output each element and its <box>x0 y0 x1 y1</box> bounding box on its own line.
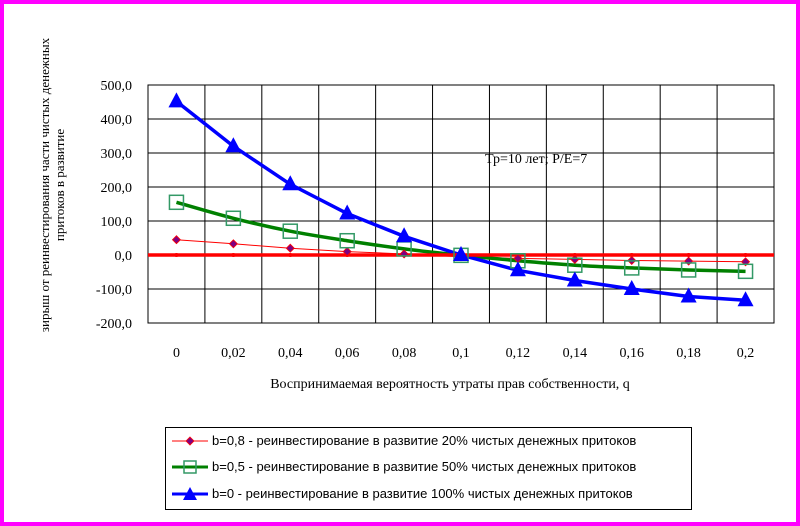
series-2-point <box>168 194 185 211</box>
legend-item-series-1: b=0,8 - реинвестирование в развитие 20% … <box>166 431 691 451</box>
series-3-point <box>225 137 242 153</box>
series-3-point <box>737 291 754 307</box>
legend-item-series-2: b=0,5 - реинвестирование в развитие 50% … <box>166 457 691 477</box>
legend-marker-series-1 <box>172 436 208 446</box>
x-tick-label: 0,18 <box>676 346 701 361</box>
legend-label-series-1: b=0,8 - реинвестирование в развитие 20% … <box>212 433 637 448</box>
x-tick-label: 0 <box>173 346 180 361</box>
legend: b=0,8 - реинвестирование в развитие 20% … <box>165 427 692 510</box>
series-1-point <box>342 247 352 257</box>
x-tick-label: 0,08 <box>392 346 417 361</box>
series-2-point <box>339 232 355 249</box>
series-3-point <box>509 261 526 277</box>
series-2-point <box>282 223 299 239</box>
series-2-point <box>225 210 242 227</box>
series-3-point <box>623 280 640 295</box>
y-tick-label: -100,0 <box>96 283 132 298</box>
y-tick-label: 500,0 <box>101 79 133 94</box>
x-axis-label: Воспринимаемая вероятность утраты прав с… <box>270 377 630 392</box>
x-tick-label: 0,2 <box>737 346 755 361</box>
zero-line-marker <box>686 253 691 257</box>
series-3-point <box>168 92 185 108</box>
x-tick-label: 0,14 <box>563 346 588 361</box>
series-3-point <box>396 227 413 243</box>
x-tick-label: 0,16 <box>619 346 644 361</box>
legend-label-series-2: b=0,5 - реинвестирование в развитие 50% … <box>212 459 637 474</box>
series-1-point <box>228 239 238 249</box>
series-2-point <box>623 260 640 276</box>
series-2-point <box>680 262 697 278</box>
chart-annotation: Тр=10 лет; P/E=7 <box>485 152 588 167</box>
zero-line-marker <box>231 253 236 257</box>
series-1-point <box>171 235 182 245</box>
y-tick-label: 0,0 <box>115 249 133 264</box>
series-1-point <box>285 243 295 253</box>
series-3-point <box>339 204 356 220</box>
x-tick-label: 0,12 <box>506 346 531 361</box>
y-axis-label: зирыш от реинвестирования части чистых д… <box>37 37 67 333</box>
series-2-point <box>737 263 754 280</box>
series-3-point <box>282 175 299 191</box>
series-3-point <box>453 246 469 261</box>
y-tick-label: 300,0 <box>101 147 133 162</box>
series-1-point <box>399 249 409 259</box>
x-tick-label: 0,04 <box>278 346 303 361</box>
series-3-point <box>566 271 583 287</box>
zero-line-marker <box>743 253 748 257</box>
zero-line-marker <box>629 253 634 257</box>
y-tick-label: 100,0 <box>101 215 133 230</box>
series-3-point <box>680 287 697 303</box>
legend-label-series-3: b=0 - реинвестирование в развитие 100% ч… <box>212 486 633 501</box>
x-tick-label: 0,02 <box>221 346 246 361</box>
legend-marker-series-3 <box>172 487 208 500</box>
legend-marker-series-2 <box>172 460 208 474</box>
y-tick-label: 200,0 <box>101 181 133 196</box>
zero-line-marker <box>174 253 179 257</box>
plot-area <box>147 84 775 324</box>
legend-item-series-3: b=0 - реинвестирование в развитие 100% ч… <box>166 484 691 504</box>
x-tick-label: 0,06 <box>335 346 360 361</box>
x-tick-label: 0,1 <box>452 346 470 361</box>
zero-line-marker <box>288 253 293 257</box>
y-tick-label: 400,0 <box>101 113 133 128</box>
y-tick-label: -200,0 <box>96 317 132 332</box>
